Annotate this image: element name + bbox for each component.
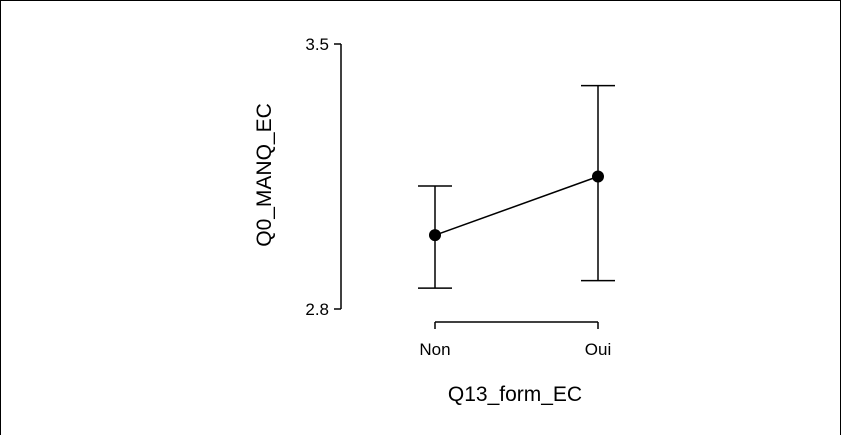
data-point — [592, 170, 604, 183]
series-line — [434, 175, 599, 236]
y-axis: 2.8 3.5 — [305, 35, 342, 319]
x-tick-label: Oui — [585, 340, 611, 359]
y-tick-label: 2.8 — [305, 300, 329, 319]
x-tick-label: Non — [419, 340, 450, 359]
x-axis-label: Q13_form_EC — [448, 383, 582, 406]
y-tick-label: 3.5 — [305, 35, 329, 54]
y-axis-label: Q0_MANQ_EC — [253, 103, 276, 247]
x-axis: Non Oui — [419, 321, 611, 359]
error-bars — [418, 84, 615, 289]
series — [429, 170, 604, 242]
data-point — [429, 229, 441, 242]
